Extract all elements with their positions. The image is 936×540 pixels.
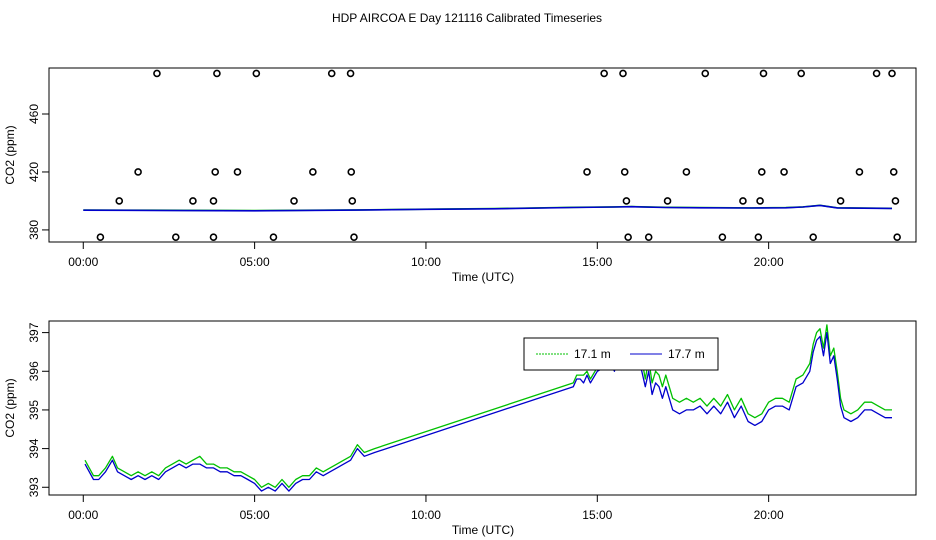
bottom-y-tick-label-2: 395: [27, 400, 41, 420]
top-y-tick-label-1: 420: [27, 162, 41, 182]
top-scatter-point-22: [619, 69, 627, 78]
top-scatter-point-16: [346, 69, 355, 78]
bottom-y-tick-label-0: 393: [27, 477, 41, 497]
top-y-axis: 380 420 460: [27, 104, 49, 240]
top-scatter-point-15: [327, 69, 336, 78]
bottom-y-axis-label: CO2 (ppm): [3, 378, 17, 437]
top-scatter-point-30: [718, 233, 727, 241]
top-scatter-point-20: [583, 168, 591, 176]
bottom-y-tick-label-4: 397: [27, 322, 41, 342]
top-scatter-point-23: [620, 168, 629, 176]
top-scatter-point-43: [889, 168, 898, 176]
top-scatter-point-5: [189, 197, 197, 205]
top-scatter-point-35: [759, 69, 768, 78]
bottom-x-axis: 00:00 05:00 10:00 15:00 20:00: [68, 495, 784, 522]
bottom-series-line-1: [84, 331, 892, 492]
top-plot-frame: [48, 67, 917, 243]
bottom-x-tick-label-1: 05:00: [240, 508, 270, 522]
top-scatter-point-14: [309, 168, 317, 176]
top-scatter-point-37: [797, 69, 805, 78]
top-scatter-point-33: [756, 197, 764, 205]
top-scatter-point-44: [891, 197, 900, 205]
top-scatter-point-4: [171, 233, 180, 241]
top-scatter-point-26: [644, 233, 653, 241]
top-scatter-point-25: [624, 233, 632, 241]
bottom-plot-frame: [48, 320, 917, 496]
top-scatter-point-31: [739, 197, 747, 205]
top-scatter-point-41: [872, 69, 881, 78]
legend-label-17-1m: 17.1 m: [574, 347, 611, 361]
top-scatter-point-11: [252, 69, 261, 78]
top-scatter-point-12: [269, 233, 278, 241]
legend: 17.1 m 17.7 m: [523, 337, 719, 371]
top-scatter-point-7: [209, 233, 218, 241]
top-scatter-point-24: [622, 197, 631, 205]
top-x-axis: 00:00 05:00 10:00 15:00 20:00: [68, 242, 784, 269]
top-scatter-point-0: [96, 233, 105, 241]
top-scatter-point-2: [134, 168, 142, 176]
top-y-tick-label-2: 460: [27, 104, 41, 124]
bottom-series-line-0: [84, 324, 892, 488]
bottom-x-tick-label-4: 20:00: [754, 508, 784, 522]
bottom-x-tick-label-0: 00:00: [68, 508, 98, 522]
top-scatter-point-10: [233, 168, 242, 176]
top-scatter-point-21: [600, 69, 608, 78]
top-scatter-point-36: [780, 168, 788, 176]
top-scatter-point-13: [290, 197, 298, 205]
top-scatter-point-32: [754, 233, 763, 241]
top-scatter-point-8: [211, 168, 220, 176]
top-scatter-point-42: [888, 69, 896, 78]
top-scatter-point-18: [348, 197, 357, 205]
bottom-y-tick-label-3: 396: [27, 361, 41, 381]
top-x-tick-label-1: 05:00: [240, 255, 270, 269]
top-panel: 00:00 05:00 10:00 15:00 20:00 380 420 460 Time…: [3, 67, 917, 284]
top-scatter-point-28: [682, 168, 691, 176]
top-scatter-point-40: [855, 168, 864, 176]
top-x-axis-label: Time (UTC): [452, 270, 514, 284]
top-scatter-point-45: [893, 233, 901, 241]
top-scatter-point-34: [757, 168, 766, 176]
legend-box: [523, 337, 719, 371]
bottom-x-axis-label: Time (UTC): [452, 523, 514, 537]
bottom-y-tick-label-1: 394: [27, 438, 41, 458]
top-y-tick-label-0: 380: [27, 220, 41, 240]
bottom-x-tick-label-3: 15:00: [582, 508, 612, 522]
figure-title: HDP AIRCOA E Day 121116 Calibrated Times…: [332, 11, 602, 25]
top-scatter-point-39: [836, 197, 845, 205]
top-scatter-point-19: [350, 233, 358, 241]
bottom-y-axis: 393 394 395 396 397: [27, 322, 49, 497]
bottom-panel: 00:00 05:00 10:00 15:00 20:00 39339439539639…: [3, 320, 917, 537]
top-x-tick-label-0: 00:00: [68, 255, 98, 269]
top-scatter-point-3: [153, 69, 161, 78]
top-scatter-point-38: [809, 233, 817, 241]
top-x-tick-label-2: 10:00: [411, 255, 441, 269]
top-marks: [83, 69, 901, 241]
top-scatter-point-9: [213, 69, 221, 78]
top-scatter-point-17: [347, 168, 356, 176]
top-scatter-point-27: [663, 197, 672, 205]
top-series-line-1: [83, 204, 893, 212]
top-y-axis-label: CO2 (ppm): [3, 125, 17, 184]
top-scatter-point-1: [115, 197, 124, 205]
bottom-marks: [84, 324, 892, 492]
top-scatter-point-29: [701, 69, 710, 78]
bottom-x-tick-label-2: 10:00: [411, 508, 441, 522]
top-x-tick-label-4: 20:00: [754, 255, 784, 269]
top-scatter-point-6: [209, 197, 218, 205]
legend-label-17-7m: 17.7 m: [668, 347, 705, 361]
top-x-tick-label-3: 15:00: [582, 255, 612, 269]
